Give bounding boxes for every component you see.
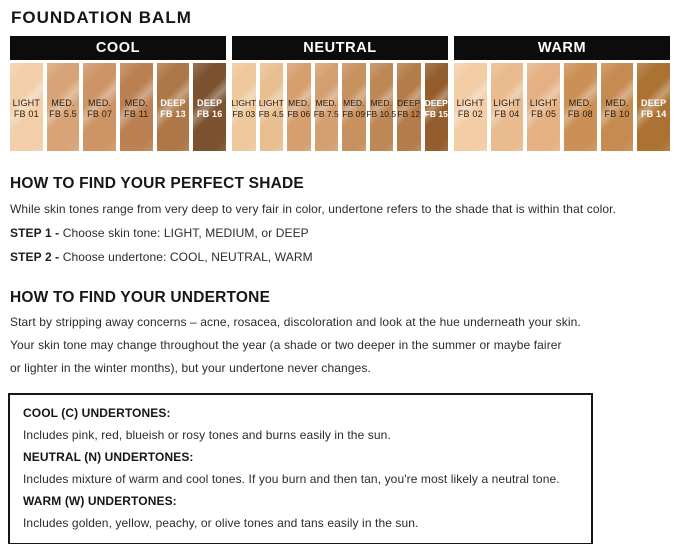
swatch-label: DEEP FB 15 (424, 98, 448, 119)
perfect-shade-section: HOW TO FIND YOUR PERFECT SHADE While ski… (10, 174, 670, 265)
step-2-label: STEP 2 - (10, 250, 60, 264)
swatch-label: LIGHT FB 05 (529, 98, 558, 119)
swatch-fb-15: DEEP FB 15 (424, 63, 448, 151)
swatch-row: LIGHT FB 02 LIGHT FB 04 LIGHT FB 05 MED. FB 08 M… (454, 63, 671, 151)
step-1-text: Choose skin tone: LIGHT, MEDIUM, or DEEP (62, 226, 309, 240)
swatch-fb-12: DEEP FB 12 (397, 63, 421, 151)
page-title: FOUNDATION BALM (11, 8, 192, 27)
swatch-fb-09: MED. FB 09 (342, 63, 366, 151)
undertone-header-neutral: NEUTRAL (232, 36, 448, 60)
swatch-label: MED. FB 07 (87, 98, 113, 119)
swatch-fb-16: DEEP FB 16 (193, 63, 227, 151)
undertone-definitions-box: COOL (C) UNDERTONES: Includes pink, red,… (8, 393, 593, 544)
undertone-header-cool: COOL (10, 36, 226, 60)
swatch-label: MED. FB 10 (604, 98, 630, 119)
swatch-label: DEEP FB 16 (196, 98, 223, 119)
swatch-fb-07: MED. FB 07 (83, 63, 117, 151)
swatch-label: MED. FB 08 (567, 98, 593, 119)
undertone-line-1: Start by stripping away concerns – acne,… (10, 315, 581, 329)
swatch-fb-10: MED. FB 10 (600, 63, 634, 151)
undertone-line-2: Your skin tone may change throughout the… (10, 338, 562, 352)
step-2-text: Choose undertone: COOL, NEUTRAL, WARM (62, 250, 313, 264)
cool-undertones-text: Includes pink, red, blueish or rosy tone… (23, 428, 391, 442)
swatch-fb-04: LIGHT FB 04 (490, 63, 524, 151)
undertone-heading: HOW TO FIND YOUR UNDERTONE (10, 289, 271, 306)
swatch-fb-7.5: MED. FB 7.5 (313, 63, 339, 151)
shade-palette: COOL LIGHT FB 01 MED. FB 5.5 MED. FB 07 MED. FB … (10, 36, 671, 151)
warm-undertones-label: WARM (W) UNDERTONES: (23, 494, 177, 508)
swatch-fb-5.5: MED. FB 5.5 (46, 63, 80, 151)
swatch-fb-05: LIGHT FB 05 (527, 63, 561, 151)
swatch-fb-14: DEEP FB 14 (637, 63, 671, 151)
step-2: STEP 2 - Choose undertone: COOL, NEUTRAL… (10, 250, 670, 265)
palette-section-neutral: NEUTRAL LIGHT FB 03 LIGHT FB 4.5 MED. FB 06 MED… (231, 36, 448, 151)
swatch-fb-02: LIGHT FB 02 (454, 63, 487, 151)
swatch-label: MED. FB 7.5 (313, 98, 339, 119)
neutral-undertones-label: NEUTRAL (N) UNDERTONES: (23, 450, 194, 464)
swatch-label: MED. FB 10.5 (366, 98, 397, 119)
swatch-label: DEEP FB 12 (397, 98, 421, 119)
step-1: STEP 1 - Choose skin tone: LIGHT, MEDIUM… (10, 226, 670, 241)
swatch-label: MED. FB 11 (124, 98, 149, 119)
step-1-label: STEP 1 - (10, 226, 60, 240)
swatch-label: DEEP FB 13 (160, 98, 186, 119)
cool-undertones-label: COOL (C) UNDERTONES: (23, 406, 171, 420)
swatch-fb-10.5: MED. FB 10.5 (366, 63, 396, 151)
palette-section-warm: WARM LIGHT FB 02 LIGHT FB 04 LIGHT FB 05 MED. FB… (454, 36, 671, 151)
undertone-section: HOW TO FIND YOUR UNDERTONE Start by stri… (10, 288, 670, 376)
swatch-label: MED. FB 09 (342, 98, 366, 119)
swatch-label: LIGHT FB 04 (493, 98, 521, 119)
swatch-label: LIGHT FB 03 (231, 98, 257, 119)
swatch-label: MED. FB 5.5 (49, 98, 77, 119)
swatch-fb-4.5: LIGHT FB 4.5 (258, 63, 284, 151)
swatch-fb-11: MED. FB 11 (120, 63, 153, 151)
swatch-fb-08: MED. FB 08 (564, 63, 597, 151)
swatch-row: LIGHT FB 03 LIGHT FB 4.5 MED. FB 06 MED. FB 7.5… (231, 63, 448, 151)
perfect-shade-intro: While skin tones range from very deep to… (10, 202, 617, 216)
swatch-label: LIGHT FB 01 (12, 98, 41, 119)
swatch-fb-03: LIGHT FB 03 (231, 63, 257, 151)
palette-section-cool: COOL LIGHT FB 01 MED. FB 5.5 MED. FB 07 MED. FB … (10, 36, 227, 151)
swatch-label: LIGHT FB 4.5 (258, 98, 284, 119)
swatch-fb-13: DEEP FB 13 (156, 63, 190, 151)
undertone-line-3: or lighter in the winter months), but yo… (10, 361, 371, 375)
swatch-fb-01: LIGHT FB 01 (10, 63, 43, 151)
swatch-label: LIGHT FB 02 (456, 98, 485, 119)
warm-undertones-text: Includes golden, yellow, peachy, or oliv… (23, 516, 419, 530)
swatch-label: MED. FB 06 (287, 98, 311, 119)
perfect-shade-heading: HOW TO FIND YOUR PERFECT SHADE (10, 175, 304, 192)
neutral-undertones-text: Includes mixture of warm and cool tones.… (23, 472, 560, 486)
undertone-header-warm: WARM (454, 36, 670, 60)
swatch-label: DEEP FB 14 (640, 98, 667, 119)
swatch-row: LIGHT FB 01 MED. FB 5.5 MED. FB 07 MED. FB 11 DE… (10, 63, 227, 151)
swatch-fb-06: MED. FB 06 (287, 63, 311, 151)
